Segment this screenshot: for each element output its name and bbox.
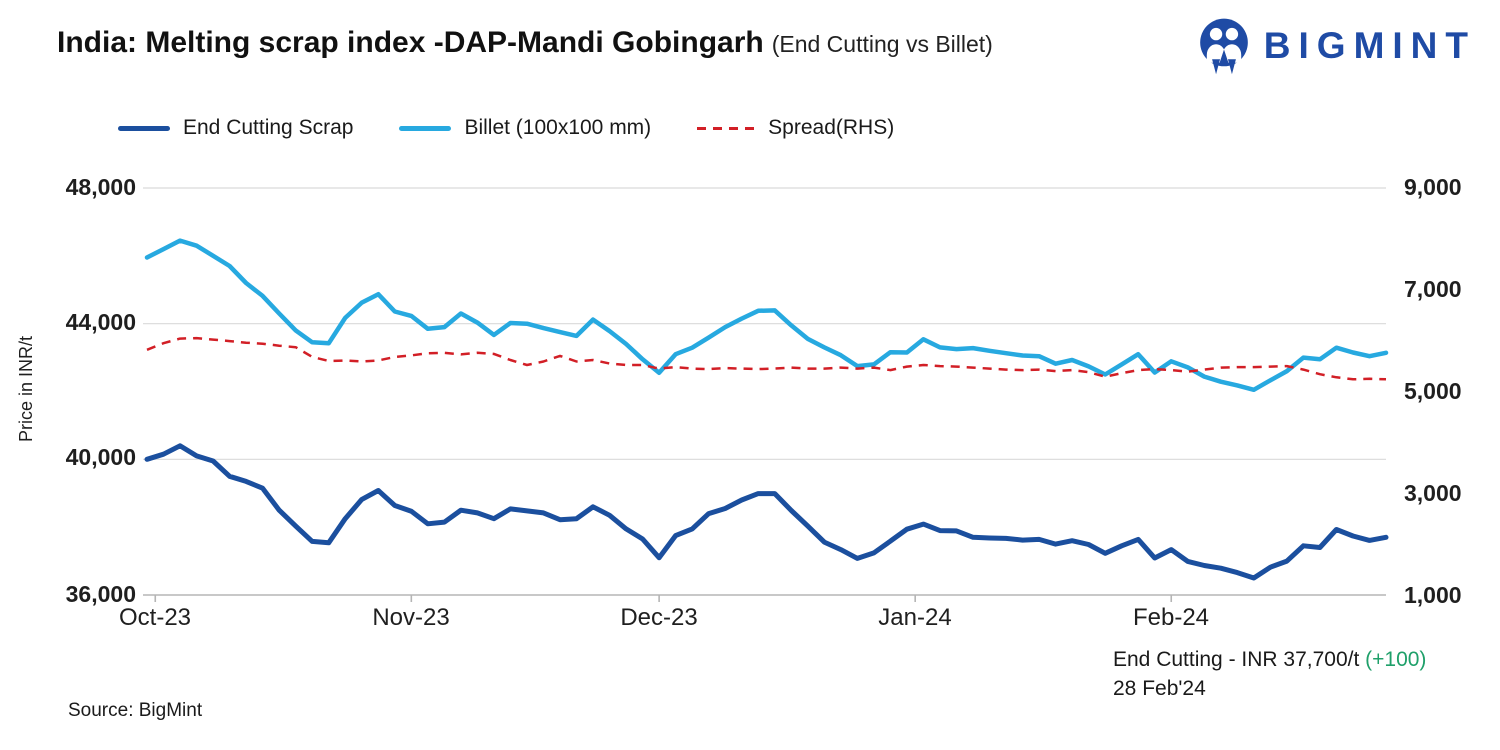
y-tick-right-3000: 3,000	[1404, 480, 1462, 506]
legend-item-spread: Spread(RHS)	[697, 116, 894, 140]
legend-item-end-cutting: End Cutting Scrap	[118, 116, 353, 140]
annotation-latest-value: End Cutting - INR 37,700/t	[1113, 648, 1366, 671]
y-tick-right-9000: 9,000	[1404, 174, 1462, 200]
y-tick-left-48000: 48,000	[65, 174, 136, 200]
chart-legend: End Cutting Scrap Billet (100x100 mm) Sp…	[118, 116, 894, 140]
legend-item-billet: Billet (100x100 mm)	[399, 116, 651, 140]
legend-label-spread: Spread(RHS)	[768, 116, 895, 139]
end-cutting-line-swatch	[118, 125, 170, 131]
y-tick-left-40000: 40,000	[65, 444, 136, 470]
bigmint-wordmark: BIGMINT	[1263, 25, 1476, 66]
x-tick-nov-23: Nov-23	[372, 604, 450, 631]
bigmint-logo-icon	[1199, 18, 1248, 75]
y-tick-left-44000: 44,000	[65, 309, 136, 335]
x-tick-dec-23: Dec-23	[620, 604, 698, 631]
chart-header: India: Melting scrap index -DAP-Mandi Go…	[57, 26, 993, 60]
page-subtitle: (End Cutting vs Billet)	[771, 31, 993, 57]
latest-price-annotation: End Cutting - INR 37,700/t (+100) 28 Feb…	[1113, 645, 1426, 703]
y-tick-right-5000: 5,000	[1404, 378, 1462, 404]
legend-label-end-cutting: End Cutting Scrap	[183, 116, 354, 139]
x-tick-feb-24: Feb-24	[1132, 604, 1210, 631]
annotation-date: 28 Feb'24	[1113, 677, 1206, 700]
y-tick-right-1000: 1,000	[1404, 582, 1462, 608]
bigmint-logo: BIGMINT	[1194, 14, 1476, 78]
y-tick-right-7000: 7,000	[1404, 276, 1462, 302]
spread-line-swatch	[697, 126, 756, 130]
legend-label-billet: Billet (100x100 mm)	[464, 116, 652, 139]
page-title: India: Melting scrap index -DAP-Mandi Go…	[57, 26, 764, 59]
source-note: Source: BigMint	[68, 700, 203, 721]
billet-line-swatch	[399, 125, 452, 131]
x-tick-oct-23: Oct-23	[118, 604, 192, 631]
y-tick-left-36000: 36,000	[65, 581, 136, 607]
x-tick-jan-24: Jan-24	[878, 604, 952, 631]
annotation-change: (+100)	[1365, 648, 1427, 671]
annotation-line1: End Cutting - INR 37,700/t (+100)	[1113, 645, 1426, 674]
y-axis-title: Price in INR/t	[16, 336, 36, 443]
